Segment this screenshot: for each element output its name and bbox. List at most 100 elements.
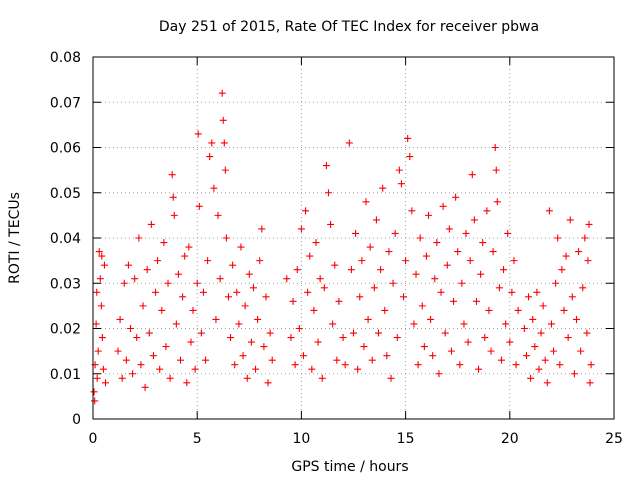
data-point [489, 248, 497, 256]
data-point [93, 374, 101, 382]
data-point [256, 257, 264, 265]
data-point [439, 202, 447, 210]
data-point [358, 257, 366, 265]
data-point [302, 207, 310, 215]
data-point [96, 275, 104, 283]
data-point [381, 306, 389, 314]
y-tick-label: 0.01 [50, 367, 81, 383]
data-point [481, 334, 489, 342]
data-point [158, 306, 166, 314]
data-point [550, 347, 558, 355]
data-point [341, 361, 349, 369]
data-point [220, 139, 228, 147]
data-point [466, 257, 474, 265]
data-point [231, 361, 239, 369]
data-point [370, 284, 378, 292]
data-point [431, 275, 439, 283]
data-point [356, 293, 364, 301]
data-point [410, 320, 418, 328]
data-point [492, 166, 500, 174]
data-point [297, 225, 305, 233]
data-points [90, 89, 595, 405]
data-point [562, 252, 570, 260]
data-point [262, 293, 270, 301]
data-point [397, 180, 405, 188]
data-point [314, 338, 322, 346]
data-point [502, 320, 510, 328]
data-point [172, 320, 180, 328]
x-tick-label: 10 [292, 431, 310, 447]
data-point [527, 374, 535, 382]
data-point [393, 334, 401, 342]
data-point [529, 315, 537, 323]
data-point [504, 229, 512, 237]
data-point [477, 270, 485, 278]
data-point [179, 293, 187, 301]
data-point [237, 243, 245, 251]
data-point [556, 361, 564, 369]
data-point [360, 343, 368, 351]
data-point [306, 252, 314, 260]
x-tick-label: 25 [605, 431, 623, 447]
data-point [581, 234, 589, 242]
data-point [414, 361, 422, 369]
data-point [552, 279, 560, 287]
data-point [235, 320, 243, 328]
data-point [266, 329, 274, 337]
data-point [95, 248, 103, 256]
data-point [454, 248, 462, 256]
data-point [212, 315, 220, 323]
data-point [98, 334, 106, 342]
data-point [560, 306, 568, 314]
data-point [475, 365, 483, 373]
data-point [245, 270, 253, 278]
data-point [135, 234, 143, 242]
data-point [383, 352, 391, 360]
axis-ticks: 0 0.01 0.02 0.03 0.04 0.05 0.06 0.07 0.08 0 5 10 15 2… [50, 50, 623, 447]
data-point [541, 356, 549, 364]
data-point [131, 275, 139, 283]
y-tick-label: 0.03 [50, 276, 81, 292]
data-point [304, 288, 312, 296]
data-point [331, 261, 339, 269]
data-point [391, 229, 399, 237]
data-point [379, 184, 387, 192]
data-point [177, 356, 185, 364]
y-tick-label: 0.08 [50, 50, 81, 66]
x-tick-label: 0 [89, 431, 98, 447]
data-point [219, 116, 227, 124]
data-point [531, 343, 539, 351]
data-point [583, 329, 591, 337]
data-point [522, 352, 530, 360]
data-point [543, 379, 551, 387]
data-point [156, 365, 164, 373]
data-point [352, 229, 360, 237]
data-point [493, 198, 501, 206]
data-point [497, 356, 505, 364]
data-point [116, 315, 124, 323]
data-point [118, 374, 126, 382]
data-point [460, 320, 468, 328]
data-point [295, 325, 303, 332]
data-point [491, 144, 499, 151]
data-point [129, 370, 137, 378]
data-point [91, 397, 99, 405]
data-point [539, 302, 547, 310]
data-point [204, 257, 212, 265]
data-point [283, 275, 291, 283]
y-tick-label: 0.06 [50, 141, 81, 157]
data-point [254, 315, 262, 323]
data-point [320, 284, 328, 292]
data-point [412, 270, 420, 278]
data-point [500, 266, 508, 274]
data-point [364, 315, 372, 323]
data-point [202, 356, 210, 364]
data-point [387, 374, 395, 382]
data-point [584, 257, 592, 265]
data-point [377, 266, 385, 274]
y-tick-label: 0.02 [50, 322, 81, 338]
data-point [162, 343, 170, 351]
data-point [483, 207, 491, 215]
data-point [408, 207, 416, 215]
